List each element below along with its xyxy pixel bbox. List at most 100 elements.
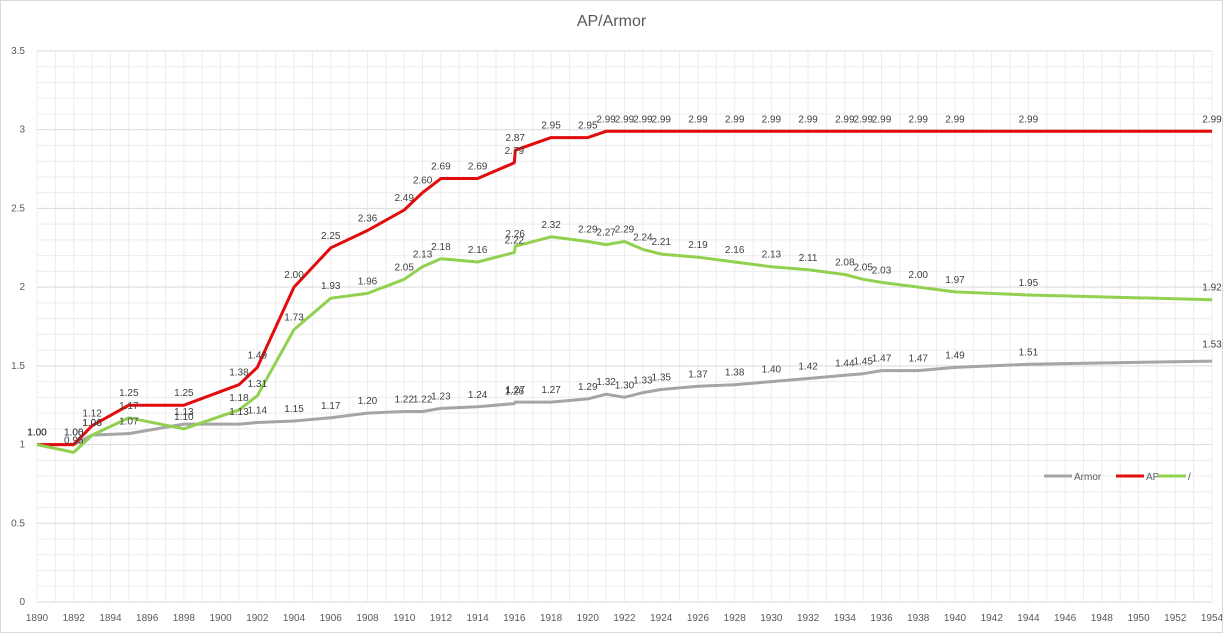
x-tick-label: 1940 [944, 613, 967, 624]
x-tick-label: 1930 [760, 613, 783, 624]
x-tick-label: 1908 [356, 613, 379, 624]
data-label: 2.99 [633, 114, 653, 125]
data-label: 2.36 [358, 213, 378, 224]
data-label: 1.13 [174, 407, 194, 418]
x-tick-label: 1954 [1201, 613, 1222, 624]
data-label: 1.31 [248, 379, 268, 390]
data-label: 1.15 [284, 404, 304, 415]
x-tick-label: 1946 [1054, 613, 1077, 624]
x-tick-label: 1934 [834, 613, 857, 624]
data-label: 1.12 [82, 409, 102, 420]
axes: 0 0.5 1 1.5 2 2.5 3 3.5 1890 1892 1894 1896 1898 1900… [11, 46, 1222, 624]
data-label: 2.99 [1019, 114, 1039, 125]
x-tick-label: 1928 [724, 613, 747, 624]
data-label: 2.24 [633, 232, 653, 243]
x-tick-label: 1922 [613, 613, 636, 624]
chart-title: AP/Armor [576, 13, 647, 30]
data-label: 2.00 [284, 270, 304, 281]
y-tick-label: 2 [19, 282, 25, 293]
x-tick-label: 1936 [870, 613, 893, 624]
x-tick-label: 1894 [99, 613, 122, 624]
data-label: 2.00 [909, 270, 929, 281]
data-label: 1.23 [431, 391, 451, 402]
data-label: 1.17 [321, 401, 341, 412]
x-tick-label: 1912 [430, 613, 453, 624]
data-label: 1.51 [1019, 347, 1039, 358]
x-tick-label: 1906 [320, 613, 343, 624]
data-label: 1.32 [596, 377, 616, 388]
x-tick-label: 1916 [503, 613, 526, 624]
x-tick-label: 1898 [173, 613, 196, 624]
x-tick-label: 1918 [540, 613, 563, 624]
data-label: 2.16 [468, 245, 488, 256]
y-tick-label: 1.5 [11, 361, 25, 372]
data-labels: 1.00 1.001.06 1.071.13 1.131.14 1.15 1.17 1.20… [27, 114, 1222, 446]
data-label: 2.25 [321, 231, 341, 242]
data-label: 1.06 [82, 418, 102, 429]
data-label: 2.99 [688, 114, 708, 125]
data-label: 2.08 [835, 258, 855, 269]
data-label: 2.99 [835, 114, 855, 125]
data-label: 1.49 [248, 350, 268, 361]
legend-label: / [1188, 472, 1191, 483]
x-tick-label: 1902 [246, 613, 269, 624]
x-tick-label: 1904 [283, 613, 306, 624]
data-label: 2.99 [725, 114, 745, 125]
x-tick-label: 1932 [797, 613, 820, 624]
data-label: 2.03 [872, 265, 892, 276]
x-tick-label: 1900 [209, 613, 232, 624]
data-label: 2.29 [615, 224, 635, 235]
data-label: 1.25 [119, 388, 139, 399]
data-label: 1.95 [1019, 278, 1039, 289]
data-label: 1.42 [798, 361, 818, 372]
data-label: 1.07 [119, 417, 139, 428]
data-label: 1.20 [358, 396, 378, 407]
series-line-ap [37, 129, 1212, 447]
data-label: 1.06 [82, 418, 102, 429]
data-label: 2.49 [394, 193, 414, 204]
legend-item: / [1158, 472, 1191, 483]
y-tick-label: 0 [19, 597, 25, 608]
series-line-ratio [36, 235, 1213, 454]
data-label: 2.99 [853, 114, 873, 125]
data-label: 1.33 [633, 376, 653, 387]
y-tick-label: 3 [19, 125, 25, 136]
x-tick-label: 1920 [577, 613, 600, 624]
data-label: 1.37 [688, 369, 708, 380]
data-label: 2.99 [945, 114, 965, 125]
data-label: 1.24 [468, 390, 488, 401]
data-label: 2.05 [853, 262, 873, 273]
data-label: 2.27 [596, 228, 616, 239]
data-label: 2.13 [762, 250, 782, 261]
legend-label: AP [1146, 472, 1160, 483]
data-label: 2.22 [505, 236, 525, 247]
x-tick-label: 1950 [1127, 613, 1150, 624]
data-label: 2.05 [394, 262, 414, 273]
data-label: 1.18 [229, 393, 249, 404]
data-label: 2.99 [596, 114, 616, 125]
legend-item: AP [1116, 472, 1160, 483]
x-tick-label: 1926 [687, 613, 710, 624]
data-label: 1.10 [174, 412, 194, 423]
data-label: 1.00 [27, 428, 47, 439]
x-tick-label: 1952 [1164, 613, 1187, 624]
data-label: 2.32 [541, 220, 561, 231]
data-label: 1.26 [505, 387, 525, 398]
data-label: 1.00 [27, 428, 47, 439]
data-label: 1.06 [64, 428, 84, 439]
data-label: 2.99 [1202, 114, 1222, 125]
legend: Armor AP / [1044, 472, 1191, 483]
y-tick-label: 1 [19, 440, 25, 451]
data-label: 1.17 [119, 401, 139, 412]
data-label: 2.99 [872, 114, 892, 125]
data-label: 1.14 [248, 406, 268, 417]
x-tick-label: 1890 [26, 613, 49, 624]
series-line-armor [37, 359, 1213, 447]
data-label: 2.16 [725, 245, 745, 256]
data-label: 1.27 [506, 385, 526, 396]
data-label: 1.53 [1202, 339, 1222, 350]
data-label: 2.95 [541, 121, 561, 132]
data-label: 2.99 [909, 114, 929, 125]
data-label: 1.38 [229, 368, 249, 379]
